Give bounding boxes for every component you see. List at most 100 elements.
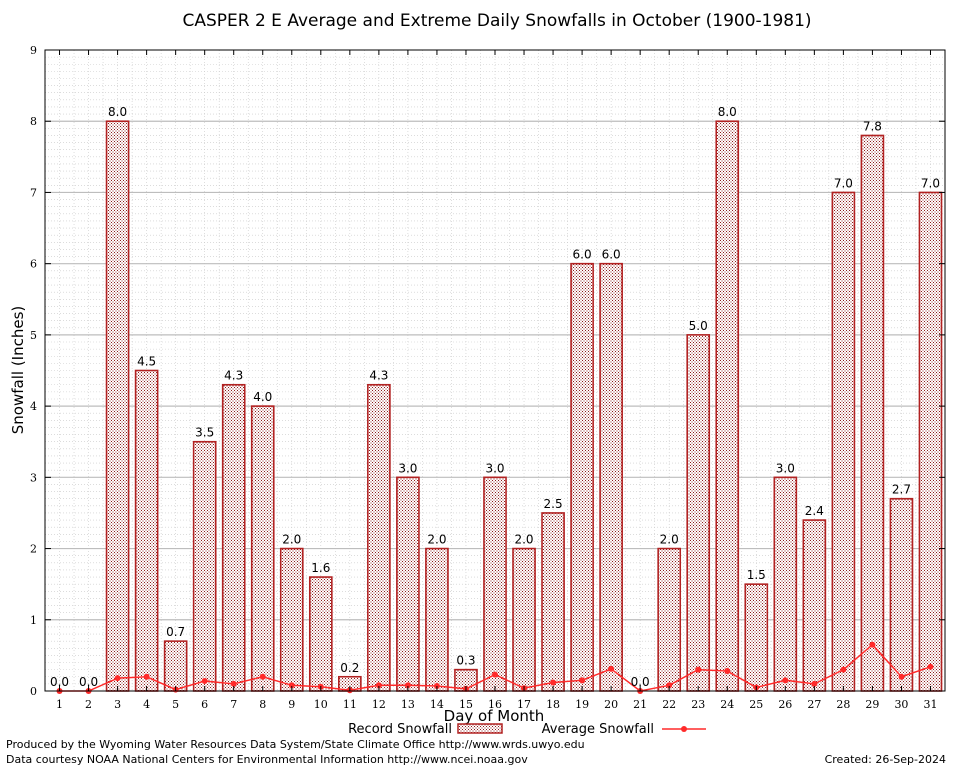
average-point-day-3 bbox=[114, 675, 121, 682]
x-tick-label-15: 15 bbox=[459, 698, 473, 711]
record-bar-day-23 bbox=[686, 334, 711, 692]
y-tick-labels: 0 1 2 3 4 5 6 7 8 9 bbox=[30, 44, 37, 698]
x-tick-label-5: 5 bbox=[172, 698, 179, 711]
bar-value-label-day-13: 3.0 bbox=[398, 461, 417, 475]
x-tick-label-21: 21 bbox=[633, 698, 647, 711]
average-point-day-20 bbox=[608, 665, 615, 672]
bar-value-label-day-14: 2.0 bbox=[427, 533, 446, 547]
record-bar-day-26 bbox=[773, 476, 798, 692]
record-bar-day-30 bbox=[889, 497, 914, 692]
record-bar-day-5 bbox=[163, 640, 188, 692]
average-point-day-16 bbox=[492, 671, 498, 678]
bar-value-label-day-22: 2.0 bbox=[660, 533, 679, 547]
bar-value-label-day-4: 4.5 bbox=[137, 355, 156, 369]
x-tick-label-10: 10 bbox=[314, 698, 328, 711]
record-bar-day-31 bbox=[918, 191, 943, 692]
y-tick-label-0: 0 bbox=[30, 685, 37, 698]
record-bar-day-24 bbox=[715, 120, 740, 692]
bar-value-label-day-16: 3.0 bbox=[485, 461, 504, 475]
average-point-day-9 bbox=[288, 682, 295, 689]
x-tick-label-25: 25 bbox=[749, 698, 763, 711]
average-point-day-6 bbox=[201, 678, 208, 685]
legend-record-label: Record Snowfall bbox=[348, 722, 452, 737]
y-tick-label-1: 1 bbox=[30, 614, 37, 627]
bar-value-label-day-15: 0.3 bbox=[456, 654, 475, 668]
x-tick-label-16: 16 bbox=[488, 698, 502, 711]
plot-frame bbox=[44, 49, 946, 692]
x-tick-label-20: 20 bbox=[604, 698, 618, 711]
y-tick-label-3: 3 bbox=[30, 471, 37, 484]
average-point-day-13 bbox=[404, 682, 411, 689]
x-tick-label-6: 6 bbox=[201, 698, 208, 711]
x-tick-label-18: 18 bbox=[546, 698, 560, 711]
record-bar-day-22 bbox=[657, 547, 682, 692]
bar-value-label-day-2: 0.0 bbox=[79, 675, 98, 689]
x-tick-label-24: 24 bbox=[720, 698, 734, 711]
bar-value-label-day-20: 6.0 bbox=[602, 248, 621, 262]
record-bar-day-4 bbox=[134, 369, 159, 692]
x-tick-label-9: 9 bbox=[288, 698, 295, 711]
record-bar-day-13 bbox=[396, 476, 420, 692]
bar-value-label-day-10: 1.6 bbox=[311, 561, 330, 575]
x-tick-label-29: 29 bbox=[865, 698, 879, 711]
average-point-day-29 bbox=[869, 641, 876, 648]
average-point-day-23 bbox=[695, 666, 702, 673]
x-tick-label-2: 2 bbox=[85, 698, 92, 711]
bar-value-label-day-29: 7.8 bbox=[863, 119, 882, 133]
average-point-day-28 bbox=[840, 666, 847, 673]
record-bar-day-16 bbox=[483, 476, 507, 692]
bar-value-label-day-7: 4.3 bbox=[224, 369, 243, 383]
y-tick-label-7: 7 bbox=[30, 186, 37, 199]
bar-value-label-day-24: 8.0 bbox=[718, 105, 737, 119]
x-tick-label-27: 27 bbox=[807, 698, 821, 711]
legend-record-swatch bbox=[457, 723, 503, 734]
record-bar-day-3 bbox=[105, 120, 130, 692]
record-bar-day-7 bbox=[221, 383, 246, 692]
x-axis-label: Day of Month bbox=[444, 707, 545, 725]
y-tick-label-9: 9 bbox=[30, 44, 37, 57]
bar-value-label-day-31: 7.0 bbox=[921, 176, 940, 190]
bar-value-label-day-27: 2.4 bbox=[805, 504, 824, 518]
x-tick-label-3: 3 bbox=[114, 698, 121, 711]
average-point-day-30 bbox=[898, 673, 905, 680]
x-tick-label-28: 28 bbox=[836, 698, 850, 711]
bar-value-label-day-3: 8.0 bbox=[108, 105, 127, 119]
x-tick-label-31: 31 bbox=[923, 698, 937, 711]
footer-created-date: Created: 26-Sep-2024 bbox=[825, 753, 946, 766]
bar-value-label-day-17: 2.0 bbox=[514, 533, 533, 547]
bar-value-label-day-6: 3.5 bbox=[195, 426, 214, 440]
average-point-day-31 bbox=[927, 663, 934, 670]
chart-title: CASPER 2 E Average and Extreme Daily Sno… bbox=[182, 11, 811, 31]
average-point-day-12 bbox=[375, 682, 382, 689]
bar-value-label-day-12: 4.3 bbox=[369, 369, 388, 383]
legend-average-marker bbox=[681, 726, 687, 732]
average-point-day-24 bbox=[724, 668, 731, 675]
y-tick-label-4: 4 bbox=[30, 400, 37, 413]
record-bar-day-8 bbox=[250, 405, 275, 692]
x-tick-label-22: 22 bbox=[662, 698, 676, 711]
average-point-day-8 bbox=[259, 673, 266, 680]
footer-credit-line-1: Produced by the Wyoming Water Resources … bbox=[6, 738, 585, 751]
x-tick-label-23: 23 bbox=[691, 698, 705, 711]
record-bar-day-20 bbox=[599, 262, 623, 692]
record-bar-day-25 bbox=[744, 583, 769, 692]
legend: Record Snowfall Average Snowfall bbox=[348, 722, 706, 737]
x-tick-label-4: 4 bbox=[143, 698, 150, 711]
bar-value-label-day-23: 5.0 bbox=[689, 319, 708, 333]
record-bar-day-10 bbox=[308, 576, 333, 692]
bar-value-label-day-21: 0.0 bbox=[631, 675, 650, 689]
average-point-day-7 bbox=[230, 680, 237, 687]
record-snowfall-bars bbox=[105, 120, 943, 692]
record-bar-day-17 bbox=[512, 547, 536, 692]
record-bar-day-18 bbox=[541, 512, 565, 692]
bar-value-label-day-5: 0.7 bbox=[166, 625, 185, 639]
record-bar-day-14 bbox=[425, 547, 449, 692]
average-snowfall-line bbox=[56, 641, 934, 694]
record-bar-day-9 bbox=[279, 547, 304, 692]
bar-value-label-day-11: 0.2 bbox=[340, 661, 359, 675]
bar-value-label-day-1: 0.0 bbox=[50, 675, 69, 689]
x-tick-labels: 1 2 3 4 5 6 7 8 9 10 11 12 13 14 15 16 17 18 19 20 21 22 23 24 2… bbox=[56, 698, 937, 711]
bar-value-label-day-25: 1.5 bbox=[747, 568, 766, 582]
x-tick-label-17: 17 bbox=[517, 698, 531, 711]
